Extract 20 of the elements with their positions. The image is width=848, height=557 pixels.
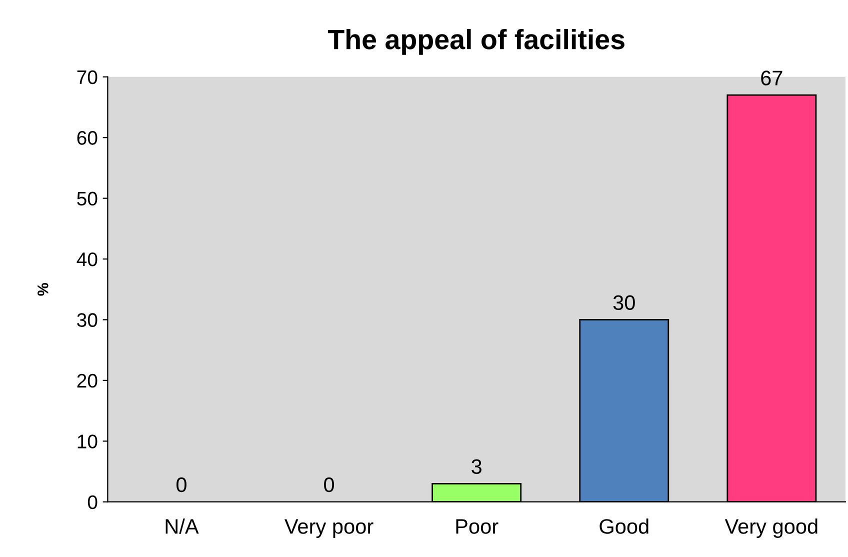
y-tick-label: 20 [77,374,98,388]
x-tick-label: Very poor [284,519,374,538]
y-tick-label: 50 [77,192,98,206]
x-tick-label: N/A [166,518,199,534]
y-tick-label: 60 [77,131,98,145]
data-label: 30 [613,295,635,310]
x-tick-label: Very good [724,518,818,538]
y-tick-label: 0 [88,495,98,510]
y-axis-title: % [38,282,48,296]
data-label: 3 [472,459,482,474]
x-tick-label: Good [600,518,648,534]
x-tick-label: Poor [456,519,498,534]
y-tick-label: 40 [76,252,98,266]
chart-title: The appeal of facilities [328,28,624,55]
y-tick-label: 30 [77,313,98,327]
data-label: 0 [176,477,186,492]
data-label: 67 [761,70,782,86]
y-tick-label: 70 [77,70,98,84]
data-label: 0 [324,477,334,492]
y-tick-label: 10 [78,434,98,448]
